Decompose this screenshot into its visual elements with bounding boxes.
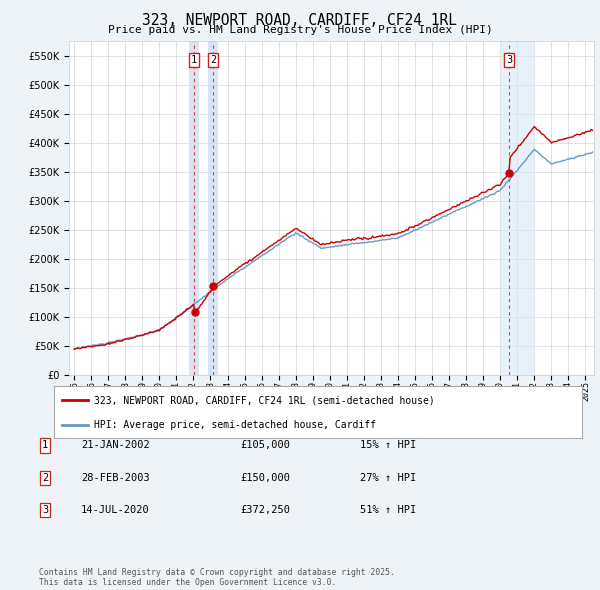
Text: 21-JAN-2002: 21-JAN-2002 (81, 441, 150, 450)
Text: £150,000: £150,000 (240, 473, 290, 483)
Text: Price paid vs. HM Land Registry's House Price Index (HPI): Price paid vs. HM Land Registry's House … (107, 25, 493, 35)
Bar (208, 41, 218, 375)
Text: 1: 1 (42, 441, 48, 450)
Text: 2: 2 (42, 473, 48, 483)
Text: 28-FEB-2003: 28-FEB-2003 (81, 473, 150, 483)
Text: 2: 2 (210, 55, 217, 65)
Bar (501, 41, 535, 375)
Text: 323, NEWPORT ROAD, CARDIFF, CF24 1RL (semi-detached house): 323, NEWPORT ROAD, CARDIFF, CF24 1RL (se… (94, 395, 434, 405)
Text: 3: 3 (42, 506, 48, 515)
Text: HPI: Average price, semi-detached house, Cardiff: HPI: Average price, semi-detached house,… (94, 420, 376, 430)
Text: 15% ↑ HPI: 15% ↑ HPI (360, 441, 416, 450)
Text: 3: 3 (506, 55, 512, 65)
Text: 51% ↑ HPI: 51% ↑ HPI (360, 506, 416, 515)
Text: 323, NEWPORT ROAD, CARDIFF, CF24 1RL: 323, NEWPORT ROAD, CARDIFF, CF24 1RL (143, 13, 458, 28)
Text: 14-JUL-2020: 14-JUL-2020 (81, 506, 150, 515)
Text: 27% ↑ HPI: 27% ↑ HPI (360, 473, 416, 483)
Text: Contains HM Land Registry data © Crown copyright and database right 2025.
This d: Contains HM Land Registry data © Crown c… (39, 568, 395, 587)
Bar (189, 41, 199, 375)
Text: £105,000: £105,000 (240, 441, 290, 450)
Text: £372,250: £372,250 (240, 506, 290, 515)
Text: 1: 1 (191, 55, 197, 65)
